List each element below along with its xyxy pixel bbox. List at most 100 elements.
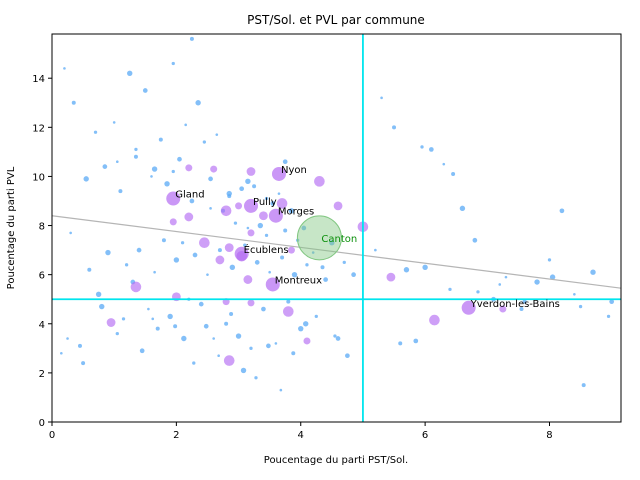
data-point [274, 342, 278, 345]
data-point [150, 175, 153, 178]
data-point [112, 121, 116, 124]
data-point [239, 186, 245, 192]
data-point [63, 67, 66, 70]
data-point [459, 205, 466, 212]
data-point [215, 133, 219, 136]
data-point [286, 299, 291, 304]
data-point [288, 208, 295, 214]
data-point [519, 307, 524, 312]
large-data-point [287, 246, 295, 254]
y-tick-label: 8 [39, 222, 45, 233]
data-point [69, 231, 72, 235]
data-point [476, 290, 480, 294]
data-point [173, 324, 178, 329]
data-point [380, 96, 383, 100]
large-data-point [223, 355, 235, 366]
data-point [333, 334, 337, 338]
large-data-point [499, 305, 507, 313]
large-data-point [247, 229, 255, 237]
labeled-data-point [265, 277, 280, 292]
data-point [189, 36, 194, 41]
data-point [83, 176, 89, 182]
data-point [351, 272, 356, 278]
data-point [498, 283, 502, 286]
large-data-point [314, 176, 325, 187]
large-data-point [210, 165, 218, 173]
data-point [442, 162, 446, 166]
data-point [151, 166, 158, 172]
x-tick-label: 2 [173, 430, 179, 441]
data-point [173, 257, 180, 263]
data-point [121, 317, 126, 321]
large-data-point [333, 201, 343, 211]
labeled-data-point [243, 198, 258, 213]
large-data-point [215, 255, 225, 265]
data-point [398, 341, 403, 346]
data-point [161, 238, 166, 243]
data-point [102, 164, 108, 169]
data-point [573, 293, 576, 296]
data-point [261, 306, 266, 312]
data-point [181, 335, 187, 342]
data-point [177, 156, 182, 162]
data-point [184, 123, 187, 127]
data-point [303, 321, 309, 327]
data-point [254, 376, 258, 380]
data-point [147, 307, 150, 311]
large-data-point [429, 314, 440, 326]
y-tick-label: 4 [39, 320, 45, 331]
data-point [227, 194, 232, 199]
data-point [472, 237, 478, 243]
data-point [590, 269, 596, 275]
data-point [606, 314, 611, 319]
data-point [420, 145, 424, 149]
data-point [320, 265, 325, 270]
canton-label: Canton [321, 234, 357, 245]
large-data-point [386, 272, 396, 282]
data-point [202, 140, 207, 144]
data-point [208, 176, 213, 182]
data-point [279, 388, 283, 392]
data-point [403, 267, 410, 273]
data-point [142, 88, 148, 93]
point-label-gland: Gland [175, 190, 204, 201]
data-point [198, 301, 204, 307]
data-point [283, 228, 288, 233]
point-label-nyon: Nyon [281, 165, 307, 176]
data-point [345, 353, 350, 359]
large-data-point [199, 237, 210, 249]
data-point [559, 208, 565, 214]
data-point [549, 274, 556, 280]
data-point [392, 125, 397, 130]
data-point [151, 317, 155, 321]
point-label-montreux: Montreux [275, 275, 322, 286]
chart-title: PST/Sol. et PVL par commune [247, 13, 425, 27]
data-point [60, 351, 63, 355]
data-point [229, 264, 236, 270]
data-point [301, 225, 307, 231]
data-point [115, 331, 119, 336]
large-data-point [259, 211, 268, 221]
data-point [609, 299, 615, 305]
data-point [171, 61, 175, 66]
large-data-point [247, 299, 255, 307]
data-point [254, 260, 260, 265]
large-data-point [243, 275, 253, 284]
labeled-data-point [234, 246, 249, 261]
point-label-pully: Pully [253, 197, 277, 208]
data-point [124, 263, 129, 267]
data-point [158, 137, 163, 142]
data-point [136, 247, 142, 253]
data-point [229, 311, 234, 316]
point-label-morges: Morges [278, 207, 314, 218]
large-data-point [169, 218, 177, 226]
data-point [246, 226, 250, 230]
data-point [240, 367, 247, 374]
y-tick-label: 12 [32, 123, 45, 134]
x-tick-label: 6 [422, 430, 428, 441]
data-point [133, 154, 138, 159]
large-data-point [235, 202, 243, 210]
labeled-data-point [271, 166, 286, 181]
data-point [192, 252, 198, 258]
data-point [534, 279, 540, 285]
